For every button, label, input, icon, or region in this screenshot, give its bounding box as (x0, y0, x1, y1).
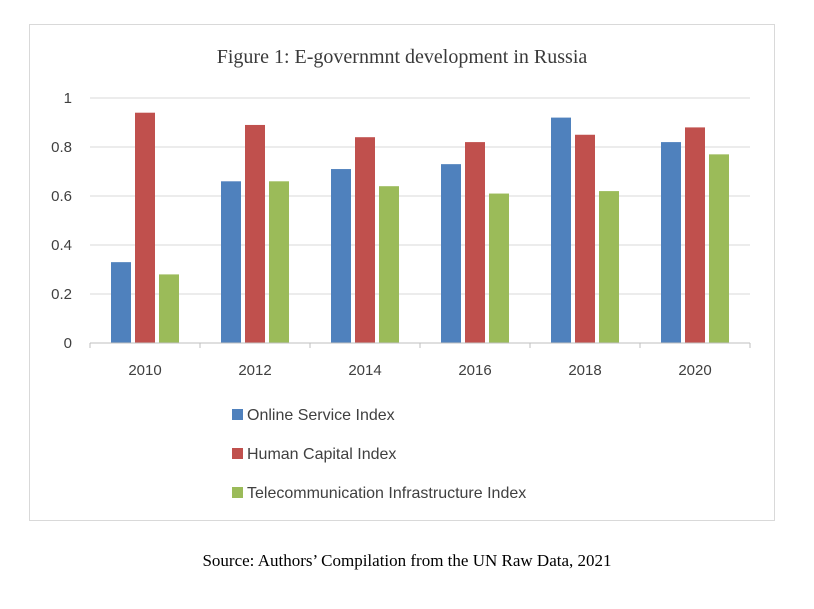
x-tick-label: 2012 (238, 362, 271, 379)
legend-swatch (232, 448, 243, 459)
bar-human-capital-index-2014 (355, 137, 375, 343)
chart-title: Figure 1: E-governmnt development in Rus… (217, 46, 588, 68)
bar-telecommunication-infrastructure-index-2014 (379, 186, 399, 343)
y-tick-label: 0.6 (51, 188, 72, 205)
bar-human-capital-index-2012 (245, 124, 265, 343)
legend-label: Telecommunication Infrastructure Index (247, 485, 526, 502)
bar-human-capital-index-2018 (575, 134, 595, 343)
legend-label: Human Capital Index (247, 446, 396, 463)
bar-telecommunication-infrastructure-index-2012 (269, 181, 289, 343)
bar-online-service-index-2014 (331, 169, 351, 343)
x-tick-label: 2018 (568, 362, 601, 379)
bar-online-service-index-2010 (111, 262, 131, 343)
bar-human-capital-index-2010 (135, 112, 155, 343)
bar-online-service-index-2018 (551, 117, 571, 343)
legend-label: Online Service Index (247, 407, 395, 424)
bar-human-capital-index-2020 (685, 127, 705, 344)
y-tick-label: 0.2 (51, 286, 72, 303)
legend-swatch (232, 487, 243, 498)
y-tick-label: 0.8 (51, 139, 72, 156)
x-tick-label: 2010 (128, 362, 161, 379)
y-tick-label: 0 (64, 335, 72, 352)
bar-online-service-index-2012 (221, 181, 241, 343)
gridlines (90, 97, 750, 295)
bar-telecommunication-infrastructure-index-2010 (159, 274, 179, 343)
x-tick-label: 2014 (348, 362, 381, 379)
axes: 0 0.2 0.4 0.6 0.8 1 2010 2012 2014 2016 2018 2020 (51, 90, 751, 379)
legend: Online Service Index Human Capital Index T… (232, 407, 526, 502)
bar-online-service-index-2020 (661, 142, 681, 343)
bar-telecommunication-infrastructure-index-2018 (599, 191, 619, 343)
source-caption: Source: Authors’ Compilation from the UN… (202, 551, 612, 570)
bar-online-service-index-2016 (441, 164, 461, 343)
y-tick-label: 1 (64, 90, 72, 107)
legend-swatch (232, 409, 243, 420)
x-tick-label: 2020 (678, 362, 711, 379)
bars (111, 112, 729, 344)
bar-telecommunication-infrastructure-index-2016 (489, 193, 509, 343)
y-tick-label: 0.4 (51, 237, 72, 254)
bar-telecommunication-infrastructure-index-2020 (709, 154, 729, 343)
bar-human-capital-index-2016 (465, 142, 485, 343)
x-tick-label: 2016 (458, 362, 491, 379)
